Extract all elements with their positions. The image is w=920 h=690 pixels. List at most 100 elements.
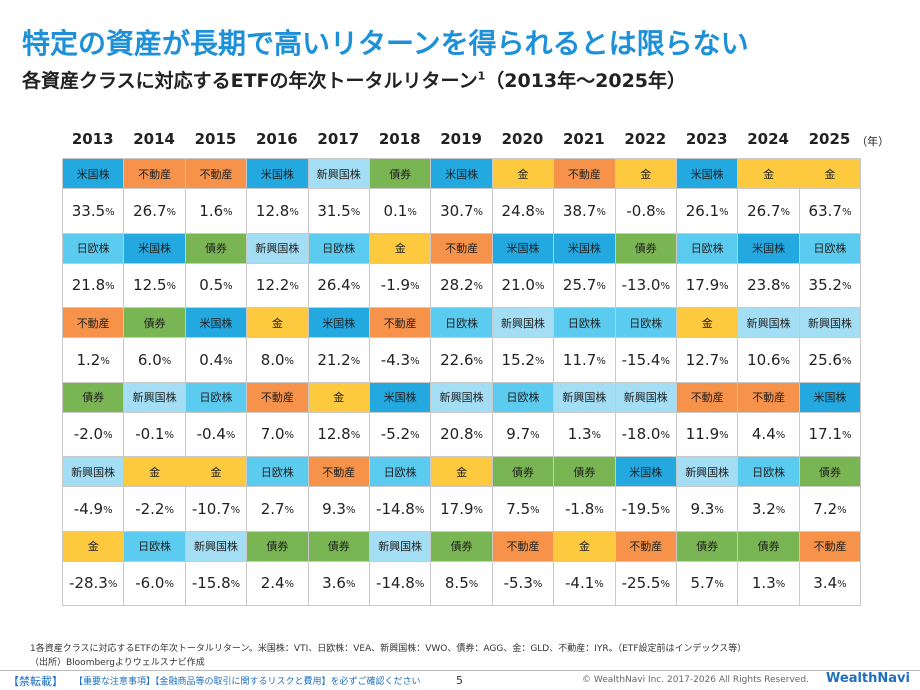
return-value: -18.0 — [621, 425, 661, 444]
copyright: © WealthNavi Inc. 2017-2026 All Rights R… — [582, 675, 809, 685]
asset-label: 金 — [676, 307, 739, 338]
asset-label: 債券 — [184, 232, 248, 264]
return-unit: % — [660, 355, 670, 367]
return-value: 31.5 — [317, 201, 351, 220]
return-unit: % — [103, 430, 113, 442]
asset-label: 米国株 — [246, 158, 309, 189]
return-unit: % — [468, 579, 479, 591]
return-unit: % — [350, 430, 361, 442]
return-unit: % — [534, 355, 545, 367]
return-value: -13.0 — [621, 276, 661, 295]
asset-label: 金 — [246, 307, 309, 338]
return-value: 2.7 — [260, 499, 285, 518]
asset-label: 金 — [737, 158, 800, 189]
return-unit: % — [660, 579, 670, 591]
asset-label: 金 — [553, 530, 616, 562]
return-unit: % — [780, 206, 791, 218]
return-unit: % — [841, 355, 852, 367]
return-value: 9.7 — [506, 425, 531, 444]
return-value: 26.7 — [747, 201, 781, 220]
asset-label: 新興国株 — [491, 307, 555, 338]
return-cell: 4.4% — [737, 411, 800, 457]
return-unit: % — [660, 430, 670, 442]
return-cell: 0.5% — [184, 262, 248, 308]
return-unit: % — [414, 504, 425, 516]
return-unit: % — [596, 355, 606, 367]
asset-label: 債券 — [246, 530, 309, 562]
return-value: 4.4 — [751, 425, 776, 444]
asset-label: 債券 — [430, 530, 493, 562]
return-value: 21.8 — [71, 276, 106, 295]
year-header: 2016 — [256, 130, 298, 148]
return-unit: % — [534, 206, 545, 218]
asset-label: 金 — [491, 158, 555, 189]
return-cell: -5.2% — [369, 411, 432, 457]
asset-label: 新興国株 — [184, 530, 248, 562]
return-unit: % — [223, 281, 233, 293]
return-value: 20.8 — [440, 425, 474, 444]
return-value: 3.2 — [751, 499, 776, 518]
return-cell: -5.3% — [491, 560, 555, 606]
return-value: -4.3 — [380, 350, 411, 369]
return-value: 1.6 — [199, 201, 224, 220]
return-cell: -15.4% — [614, 337, 677, 383]
asset-label: 不動産 — [676, 381, 739, 413]
return-cell: 28.2% — [430, 262, 493, 308]
subtitle-period: （2013年～2025年） — [485, 70, 687, 92]
return-value: -14.8 — [376, 574, 415, 593]
return-value: 25.7 — [562, 276, 597, 295]
asset-label: 債券 — [553, 456, 616, 487]
return-cell: -1.8% — [553, 486, 616, 532]
notice-link[interactable]: 【重要な注意事項】【金融商品等の取引に関するリスクと費用】を必ずご確認ください — [74, 677, 421, 687]
return-unit: % — [841, 430, 852, 442]
return-cell: 26.7% — [737, 188, 800, 234]
return-cell: 3.6% — [307, 560, 370, 606]
return-unit: % — [473, 281, 484, 293]
return-unit: % — [410, 430, 420, 442]
return-unit: % — [530, 430, 540, 442]
return-value: 21.0 — [501, 276, 535, 295]
asset-label: 日欧株 — [798, 232, 862, 264]
return-value: 33.5 — [71, 201, 106, 220]
return-unit: % — [223, 206, 233, 218]
asset-label: 日欧株 — [553, 307, 616, 338]
return-unit: % — [714, 579, 724, 591]
asset-label: 不動産 — [62, 307, 125, 338]
asset-label: 米国株 — [307, 307, 370, 338]
return-cell: 7.0% — [246, 411, 309, 457]
asset-label: 日欧株 — [614, 307, 677, 338]
return-unit: % — [719, 206, 729, 218]
return-value: 12.8 — [317, 425, 351, 444]
return-unit: % — [719, 430, 729, 442]
return-value: 11.7 — [562, 350, 597, 369]
return-cell: 0.1% — [369, 188, 432, 234]
return-unit: % — [719, 355, 729, 367]
return-cell: 26.1% — [676, 188, 739, 234]
return-value: 30.7 — [440, 201, 474, 220]
return-cell: 8.0% — [246, 337, 309, 383]
return-cell: 5.7% — [676, 560, 739, 606]
asset-label: 不動産 — [307, 456, 370, 487]
return-unit: % — [164, 579, 174, 591]
return-unit: % — [596, 281, 606, 293]
return-value: 28.2 — [440, 276, 474, 295]
return-unit: % — [837, 579, 847, 591]
asset-label: 不動産 — [737, 381, 800, 413]
return-value: -2.2 — [135, 499, 165, 518]
asset-label: 新興国株 — [369, 530, 432, 562]
divider — [0, 670, 920, 671]
return-value: -0.1 — [135, 425, 165, 444]
return-value: -0.4 — [196, 425, 226, 444]
return-cell: 1.2% — [62, 337, 125, 383]
return-value: 22.6 — [440, 350, 474, 369]
return-cell: 17.1% — [798, 411, 862, 457]
return-cell: -4.3% — [369, 337, 432, 383]
return-value: -4.9 — [73, 499, 104, 518]
return-cell: 35.2% — [798, 262, 862, 308]
return-value: 35.2 — [808, 276, 842, 295]
return-value: 7.2 — [813, 499, 838, 518]
return-unit: % — [230, 504, 241, 516]
return-unit: % — [841, 281, 852, 293]
asset-label: 債券 — [123, 307, 186, 338]
